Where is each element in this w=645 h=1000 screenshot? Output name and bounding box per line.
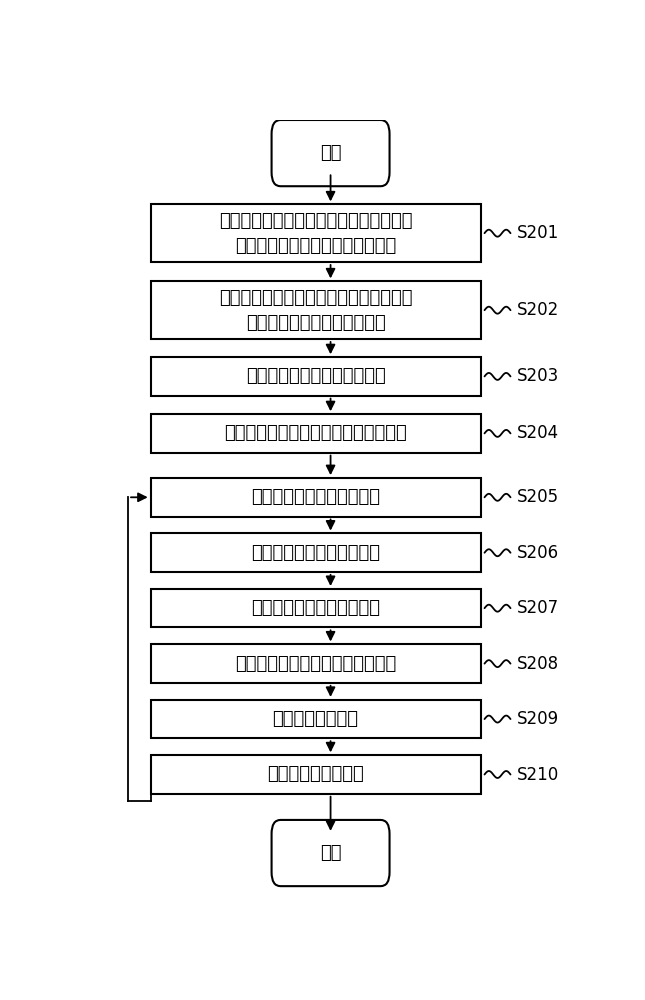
Text: S204: S204 <box>517 424 559 442</box>
Text: S210: S210 <box>517 766 559 784</box>
Text: 计算电机输出扭矩: 计算电机输出扭矩 <box>273 710 359 728</box>
Text: 确定自适应滤波器输入信号: 确定自适应滤波器输入信号 <box>251 488 380 506</box>
Text: S207: S207 <box>517 599 559 617</box>
Bar <box>150 533 481 572</box>
Bar <box>150 644 481 683</box>
Bar <box>150 204 481 262</box>
Text: S202: S202 <box>517 301 559 319</box>
Bar <box>150 478 481 517</box>
Text: 计算自适应滤波器输出信号: 计算自适应滤波器输出信号 <box>251 544 380 562</box>
FancyBboxPatch shape <box>272 120 390 186</box>
Text: 确定自适应滤波器的抽头权个数、收敛因
子、迭代次数、电机扭矩传递函数: 确定自适应滤波器的抽头权个数、收敛因 子、迭代次数、电机扭矩传递函数 <box>219 212 412 255</box>
Text: 计算自适应滤波器估计误差: 计算自适应滤波器估计误差 <box>251 599 380 617</box>
Text: S201: S201 <box>517 224 559 242</box>
Text: 测量单质量飞轮输出扭矩向量: 测量单质量飞轮输出扭矩向量 <box>246 367 386 385</box>
Bar <box>150 414 481 453</box>
Text: 计算变速器输入扭矩: 计算变速器输入扭矩 <box>267 766 364 784</box>
Bar <box>150 700 481 738</box>
Text: 结束: 结束 <box>320 844 341 862</box>
Text: 开始: 开始 <box>320 144 341 162</box>
FancyBboxPatch shape <box>272 820 390 886</box>
Bar <box>150 357 481 396</box>
Text: S206: S206 <box>517 544 559 562</box>
Text: S209: S209 <box>517 710 559 728</box>
Text: S203: S203 <box>517 367 559 385</box>
Text: S205: S205 <box>517 488 559 506</box>
Bar <box>150 281 481 339</box>
Text: 更新自适应滤波器抽头权系数向量: 更新自适应滤波器抽头权系数向量 <box>235 655 396 673</box>
Text: 计算单质量飞轮输出扭矩交变分量向量: 计算单质量飞轮输出扭矩交变分量向量 <box>224 424 407 442</box>
Text: S208: S208 <box>517 655 559 673</box>
Bar <box>150 589 481 627</box>
Bar <box>150 755 481 794</box>
Text: 初始化自适应滤波器的输出信号向量、估
计误差向量、抽头权系数矩阵: 初始化自适应滤波器的输出信号向量、估 计误差向量、抽头权系数矩阵 <box>219 289 412 332</box>
